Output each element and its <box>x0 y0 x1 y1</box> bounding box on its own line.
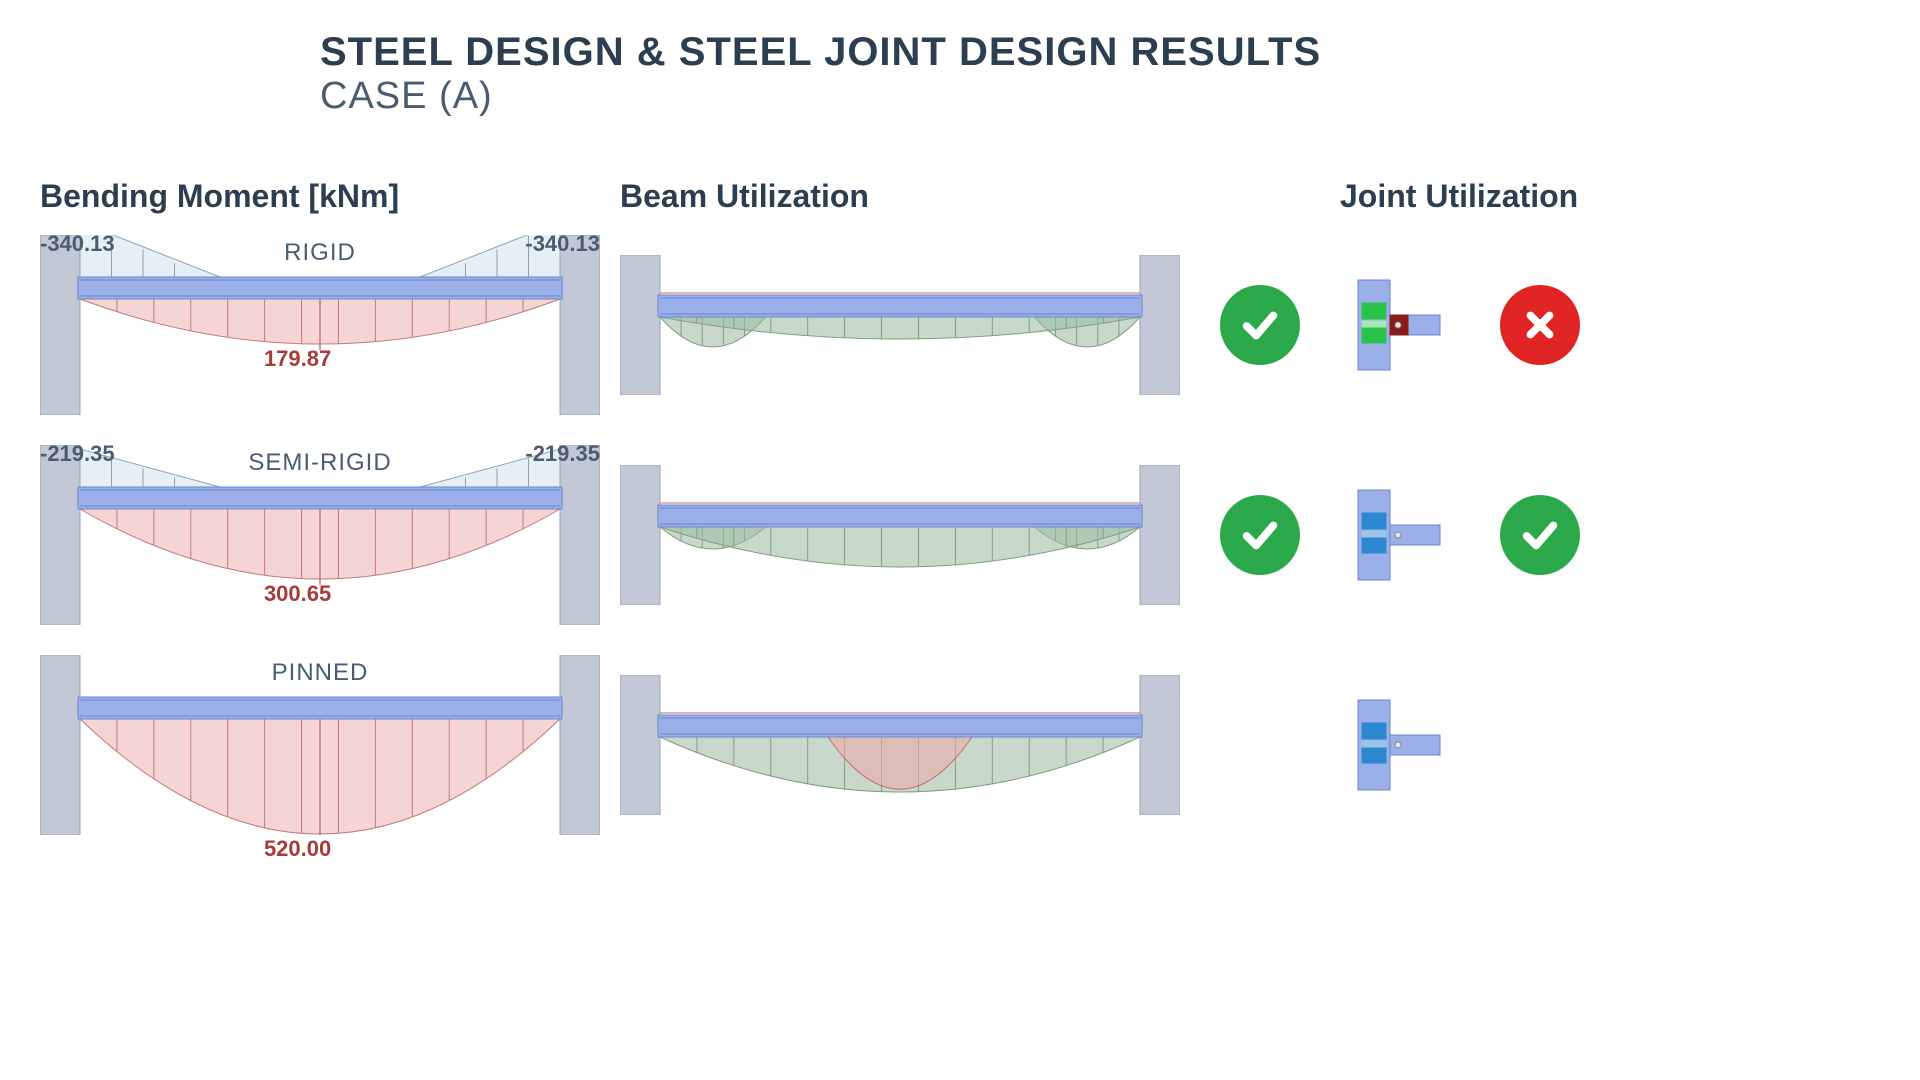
pos-moment-value: 300.65 <box>264 581 331 607</box>
check-icon <box>1220 285 1300 365</box>
pos-moment-value: 520.00 <box>264 836 331 862</box>
column-headers: Bending Moment [kNm] Beam Utilization Jo… <box>40 178 1880 215</box>
neg-moment-value: -219.35 <box>40 441 115 467</box>
beam-utilization-diagram <box>620 255 1180 395</box>
bending-diagram: RIGID-340.13-340.13179.87 <box>40 235 600 415</box>
joint-status <box>1480 285 1600 365</box>
connection-type-label: PINNED <box>272 659 369 687</box>
neg-moment-value: -219.35 <box>525 441 600 467</box>
check-icon <box>1220 495 1300 575</box>
beam-utilization-diagram <box>620 675 1180 815</box>
title-block: STEEL DESIGN & STEEL JOINT DESIGN RESULT… <box>320 30 1880 118</box>
header-joint-util: Joint Utilization <box>1340 178 1580 215</box>
bending-diagram: SEMI-RIGID-219.35-219.35300.65 <box>40 445 600 625</box>
result-row: PINNED520.00 <box>40 655 1880 835</box>
joint-icon <box>1340 485 1460 585</box>
joint-icon <box>1340 695 1460 795</box>
page-subtitle: CASE (A) <box>320 75 1880 118</box>
connection-type-label: SEMI-RIGID <box>248 449 391 477</box>
check-icon <box>1500 495 1580 575</box>
result-row: RIGID-340.13-340.13179.87 <box>40 235 1880 415</box>
result-row: SEMI-RIGID-219.35-219.35300.65 <box>40 445 1880 625</box>
cross-icon <box>1500 285 1580 365</box>
joint-icon <box>1340 275 1460 375</box>
beam-status <box>1200 285 1320 365</box>
neg-moment-value: -340.13 <box>40 231 115 257</box>
page-title: STEEL DESIGN & STEEL JOINT DESIGN RESULT… <box>320 30 1880 75</box>
neg-moment-value: -340.13 <box>525 231 600 257</box>
beam-status <box>1200 495 1320 575</box>
result-rows: RIGID-340.13-340.13179.87SEMI-RIGID-219.… <box>40 235 1880 835</box>
connection-type-label: RIGID <box>284 239 356 267</box>
joint-status <box>1480 495 1600 575</box>
pos-moment-value: 179.87 <box>264 346 331 372</box>
header-bending: Bending Moment [kNm] <box>40 178 600 215</box>
bending-diagram: PINNED520.00 <box>40 655 600 835</box>
header-beam-util: Beam Utilization <box>620 178 1180 215</box>
beam-utilization-diagram <box>620 465 1180 605</box>
